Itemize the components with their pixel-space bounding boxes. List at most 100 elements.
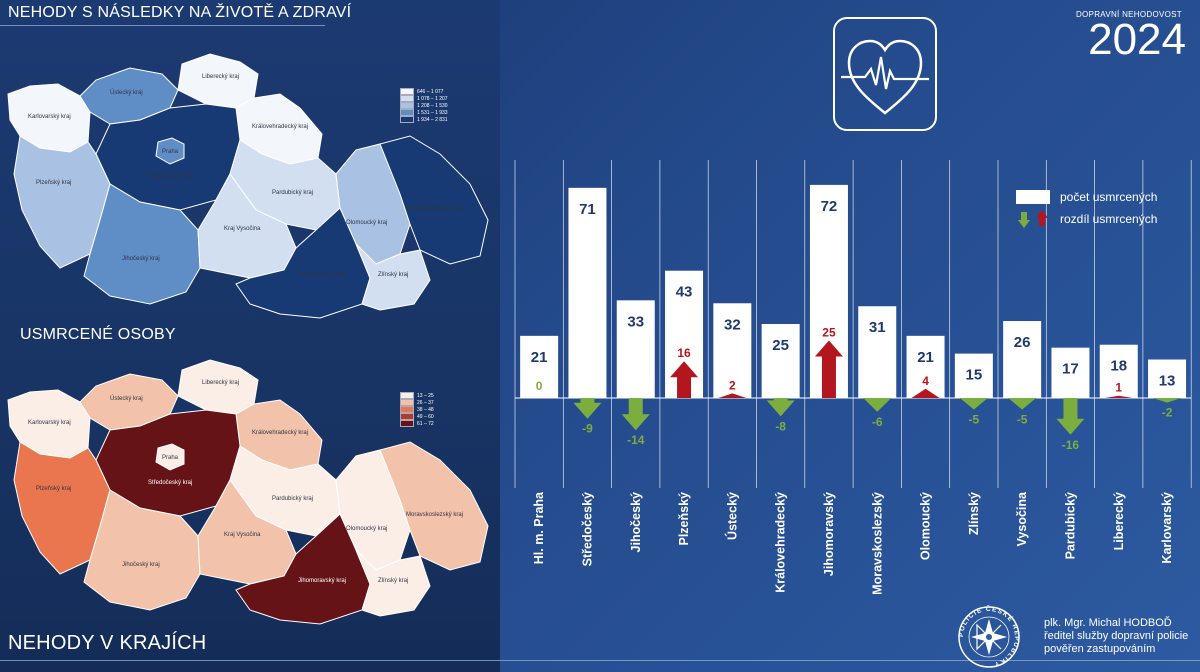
accidents-map-heading: NEHODY S NÁSLEDKY NA ŽIVOTĚ A ZDRAVÍ bbox=[8, 4, 352, 21]
bar-value-label: 13 bbox=[1159, 373, 1176, 390]
region-liberecky bbox=[177, 53, 259, 109]
bar-value-label: 33 bbox=[627, 313, 644, 330]
bar-value-label: 21 bbox=[531, 349, 548, 366]
map-label-stredocesky: Středočeský kraj bbox=[148, 480, 192, 486]
signature-name: plk. Mgr. Michal HODBOĎ bbox=[1044, 617, 1172, 629]
region-liberecky bbox=[177, 359, 259, 415]
bar-value-label: 17 bbox=[1062, 361, 1079, 378]
bar-value-label: 21 bbox=[917, 349, 934, 366]
decrease-arrow bbox=[621, 398, 650, 431]
bar-value-label: 31 bbox=[869, 319, 886, 336]
legend-range: 1 208 – 1 530 bbox=[417, 102, 448, 109]
increase-arrow bbox=[718, 393, 747, 398]
diff-label: -9 bbox=[582, 422, 593, 436]
map-label-zlinsky: Zlínský kraj bbox=[378, 272, 408, 278]
legend-swatch bbox=[400, 413, 414, 420]
diff-label: 2 bbox=[729, 378, 736, 392]
bar-0 bbox=[520, 335, 559, 398]
decrease-arrow bbox=[1056, 398, 1085, 435]
region-praha bbox=[155, 137, 185, 165]
bar-value-label: 26 bbox=[1014, 334, 1031, 351]
category-label: Moravskoslezský bbox=[870, 492, 884, 595]
category-label: Zlínský bbox=[967, 492, 981, 535]
legend-swatch bbox=[400, 406, 414, 413]
category-label: Jihomoravský bbox=[822, 492, 836, 576]
map-label-jihomoravsky: Jihomoravský kraj bbox=[298, 578, 346, 584]
legend-swatch bbox=[400, 88, 414, 95]
bar-10 bbox=[1003, 321, 1042, 398]
decrease-arrow bbox=[959, 398, 988, 410]
map-label-jihocesky: Jihočeský kraj bbox=[122, 562, 160, 568]
footer-rule bbox=[0, 660, 1200, 661]
bar-value-label: 71 bbox=[579, 201, 596, 218]
region-zlinsky bbox=[355, 243, 431, 311]
signature-block: plk. Mgr. Michal HODBOĎ ředitel služby d… bbox=[1044, 617, 1188, 656]
increase-arrow bbox=[911, 388, 940, 398]
decrease-arrow bbox=[573, 398, 602, 419]
region-jihocesky bbox=[83, 489, 201, 611]
diff-label: -6 bbox=[872, 415, 883, 429]
category-label: Vysočina bbox=[1015, 491, 1029, 546]
regions-heading: NEHODY V KRAJÍCH bbox=[8, 632, 207, 654]
bar-1 bbox=[568, 187, 607, 398]
map-label-praha: Praha bbox=[162, 149, 179, 155]
decrease-arrow bbox=[1008, 398, 1037, 410]
increase-arrow bbox=[670, 361, 699, 398]
region-jihocesky bbox=[83, 183, 201, 305]
category-label: Olomoucký bbox=[919, 492, 933, 560]
legend-bar-swatch bbox=[1016, 190, 1050, 204]
diff-label: 0 bbox=[536, 379, 543, 393]
legend-range: 1 531 – 1 933 bbox=[417, 109, 448, 116]
legend-range: 61 – 72 bbox=[417, 420, 434, 427]
map-label-praha: Praha bbox=[162, 455, 179, 461]
map-label-karlovarsky: Karlovarský kraj bbox=[28, 420, 71, 426]
heading-underline bbox=[0, 25, 325, 26]
legend-swatch bbox=[400, 116, 414, 123]
map-label-vysocina: Kraj Vysočina bbox=[224, 532, 261, 538]
legend-range: 26 – 37 bbox=[417, 399, 434, 406]
map-label-stredocesky: Středočeský kraj bbox=[148, 174, 192, 180]
bar-value-label: 32 bbox=[724, 316, 741, 333]
bar-2 bbox=[616, 300, 655, 398]
map-label-ustecky: Ústecký kraj bbox=[110, 395, 143, 402]
category-label: Pardubický bbox=[1063, 492, 1077, 559]
accidents-map: Karlovarský kraj Ústecký kraj Liberecký … bbox=[7, 53, 489, 319]
bar-5 bbox=[761, 324, 800, 398]
map-label-kralovehradecky: Královehradecký kraj bbox=[252, 430, 308, 436]
signature-title: ředitel služby dopravní policie bbox=[1044, 630, 1189, 642]
decrease-arrow bbox=[766, 398, 795, 417]
year-title: 2024 bbox=[1088, 15, 1186, 64]
legend-swatch bbox=[400, 399, 414, 406]
diff-label: -5 bbox=[969, 413, 980, 427]
legend-swatch bbox=[400, 102, 414, 109]
map-label-jihocesky: Jihočeský kraj bbox=[122, 256, 160, 262]
fatalities-map: Karlovarský kraj Ústecký kraj Liberecký … bbox=[7, 359, 489, 625]
bar-11 bbox=[1051, 347, 1090, 398]
bar-value-label: 18 bbox=[1110, 358, 1127, 375]
up-down-arrows-icon bbox=[1016, 210, 1050, 228]
legend-swatch bbox=[400, 420, 414, 427]
legend-range: 1 934 – 2 831 bbox=[417, 116, 448, 123]
category-label: Ústecký bbox=[724, 492, 739, 540]
map-label-moravskoslezsky: Moravskoslezský kraj bbox=[406, 512, 463, 518]
bar-7 bbox=[858, 306, 897, 398]
bar-value-label: 43 bbox=[676, 284, 693, 301]
map-label-olomoucky: Olomoucký kraj bbox=[346, 526, 387, 532]
category-label: Hl. m. Praha bbox=[532, 491, 546, 564]
map-label-kralovehradecky: Královehradecký kraj bbox=[252, 124, 308, 130]
legend-range: 38 – 48 bbox=[417, 406, 434, 413]
diff-label: -2 bbox=[1162, 406, 1173, 420]
region-moravskoslezsky bbox=[379, 135, 489, 265]
legend-range: 49 – 60 bbox=[417, 413, 434, 420]
police-logo: POLICIE ČESKÉ REPUBLIKY bbox=[958, 604, 1020, 668]
diff-label: -16 bbox=[1062, 438, 1080, 452]
signature-note: pověřen zastupováním bbox=[1044, 643, 1156, 655]
category-label: Královehradecký bbox=[774, 492, 788, 593]
region-ustecky bbox=[79, 67, 179, 125]
map-label-olomoucky: Olomoucký kraj bbox=[346, 220, 387, 226]
category-label: Jihočeský bbox=[629, 492, 643, 553]
bar-value-label: 25 bbox=[772, 337, 789, 354]
chart-legend: počet usmrcených rozdíl usmrcených bbox=[1016, 190, 1157, 234]
legend-swatch bbox=[400, 95, 414, 102]
